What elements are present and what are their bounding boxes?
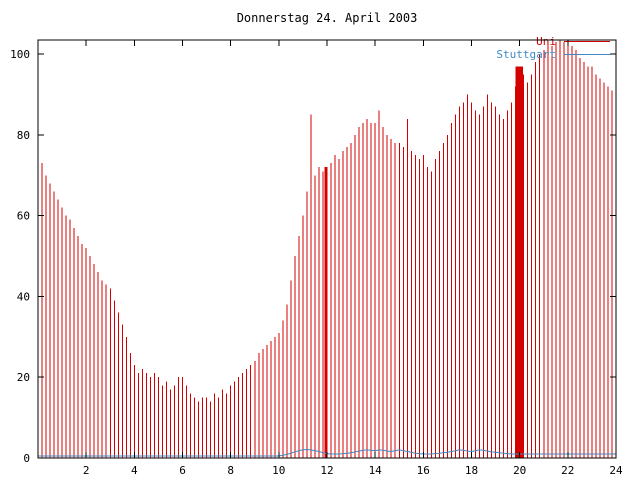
y-axis-tick-label: 60 (17, 210, 30, 223)
x-axis (85, 40, 617, 458)
x-axis-tick-label: 14 (369, 464, 383, 477)
x-axis-tick-label: 16 (417, 464, 430, 477)
x-axis-tick-label: 4 (131, 464, 138, 477)
y-axis-tick-label: 100 (10, 48, 30, 61)
x-axis-tick-label: 24 (609, 464, 623, 477)
y-axis-tick-label: 80 (17, 129, 30, 142)
legend-label-red: Uni (536, 35, 556, 48)
x-axis-tick-label: 8 (227, 464, 234, 477)
x-axis-tick-label: 6 (179, 464, 186, 477)
bars-series (38, 40, 616, 458)
y-axis-tick-label: 0 (23, 452, 30, 465)
x-axis-tick-label: 18 (465, 464, 478, 477)
legend-label-stuttgart: Stuttgart (496, 48, 556, 61)
y-axis-tick-label: 20 (17, 371, 30, 384)
x-axis-tick-label: 2 (83, 464, 90, 477)
x-axis-tick-label: 10 (272, 464, 285, 477)
chart-title: Donnerstag 24. April 2003 (237, 11, 418, 25)
y-axis (38, 53, 616, 459)
x-axis-tick-label: 22 (561, 464, 574, 477)
y-axis-tick-label: 40 (17, 291, 30, 304)
dense-spike (324, 167, 328, 458)
dense-spike (515, 66, 523, 458)
x-axis-tick-label: 20 (513, 464, 526, 477)
x-axis-tick-label: 12 (320, 464, 333, 477)
